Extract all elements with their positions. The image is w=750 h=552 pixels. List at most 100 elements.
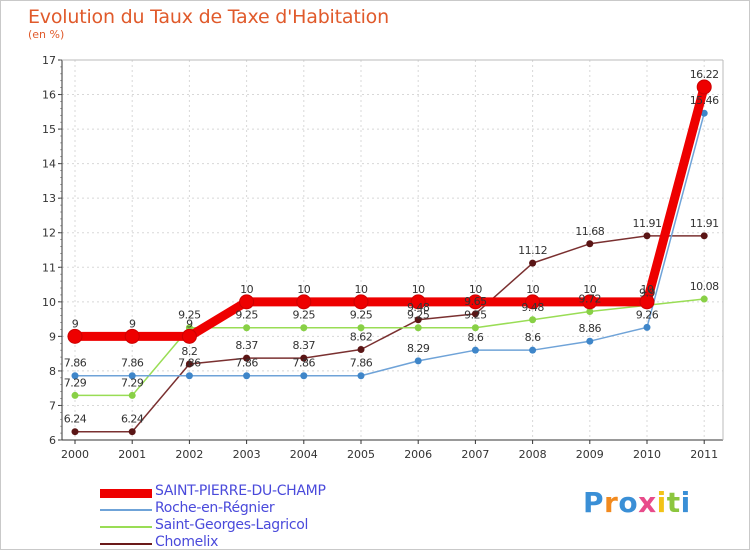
data-point xyxy=(128,391,136,399)
chart-unit: (en %) xyxy=(28,28,65,41)
data-point xyxy=(471,324,479,332)
y-tick-label: 7 xyxy=(49,399,56,412)
data-point xyxy=(124,328,140,344)
y-tick-label: 17 xyxy=(42,54,56,67)
plot-area xyxy=(62,60,723,440)
data-label: 9.72 xyxy=(579,292,602,305)
x-tick-label: 2007 xyxy=(461,448,489,461)
data-point xyxy=(67,328,83,344)
data-point xyxy=(357,324,365,332)
data-label: 9.25 xyxy=(350,309,373,322)
data-label: 11.68 xyxy=(575,225,604,238)
data-label: 11.12 xyxy=(518,244,547,257)
data-point xyxy=(586,240,594,248)
legend-label: Roche-en-Régnier xyxy=(155,500,275,516)
data-point xyxy=(414,357,422,365)
data-label: 6.24 xyxy=(121,413,144,426)
y-tick-label: 9 xyxy=(49,330,56,343)
data-point xyxy=(700,295,708,303)
data-point xyxy=(700,109,708,117)
data-point xyxy=(467,294,483,310)
legend-label: SAINT-PIERRE-DU-CHAMP xyxy=(155,483,326,499)
data-point xyxy=(696,79,712,95)
data-point xyxy=(639,294,655,310)
data-point xyxy=(181,328,197,344)
data-point xyxy=(128,372,136,380)
data-label: 9.25 xyxy=(293,309,316,322)
data-label: 10 xyxy=(641,283,654,296)
data-label: 10 xyxy=(240,283,253,296)
data-label: 9 xyxy=(72,317,79,330)
data-label: 6.24 xyxy=(64,413,87,426)
data-label: 15.46 xyxy=(690,94,719,107)
data-point xyxy=(414,324,422,332)
labels-chomelix: 6.24 6.24 8.2 8.37 8.37 8.62 9.48 9.65 11.12 11.6… xyxy=(64,217,719,426)
y-tick-label: 13 xyxy=(42,192,56,205)
data-label: 9.25 xyxy=(407,309,430,322)
data-label: 11.91 xyxy=(690,217,719,230)
x-tick-label: 2009 xyxy=(576,448,604,461)
x-tick-label: 2010 xyxy=(633,448,661,461)
x-tick-label: 2000 xyxy=(61,448,89,461)
y-tick-label: 14 xyxy=(42,158,56,171)
data-label: 10 xyxy=(526,283,539,296)
data-point xyxy=(128,428,136,436)
data-label: 8.6 xyxy=(525,331,541,344)
data-label: 8.86 xyxy=(579,322,602,335)
chart-title: Evolution du Taux de Taxe d'Habitation xyxy=(28,6,389,28)
data-point xyxy=(71,428,79,436)
legend-label: Chomelix xyxy=(155,534,219,550)
data-label: 7.29 xyxy=(64,376,87,389)
data-label: 9 xyxy=(186,317,193,330)
y-tick-label: 10 xyxy=(42,296,56,309)
data-point xyxy=(243,324,251,332)
data-point xyxy=(296,294,312,310)
data-point xyxy=(414,316,422,324)
logo-letter: x xyxy=(638,486,657,519)
data-point xyxy=(700,232,708,240)
data-label: 8.37 xyxy=(293,339,316,352)
data-label: 8.2 xyxy=(181,345,197,358)
series-roche-en-regnier xyxy=(71,109,708,380)
y-tick-label: 16 xyxy=(42,89,56,102)
y-tick-label: 11 xyxy=(42,261,56,274)
legend-swatch xyxy=(100,525,152,528)
data-point xyxy=(239,294,255,310)
series-line xyxy=(75,85,709,341)
series-saint-pierre-du-champ xyxy=(67,79,712,344)
data-point xyxy=(410,294,426,310)
x-tick-label: 2004 xyxy=(290,448,318,461)
x-tick-label: 2003 xyxy=(233,448,261,461)
data-label: 10 xyxy=(412,283,425,296)
legend-label: Saint-Georges-Lagricol xyxy=(155,517,309,533)
data-label: 9.25 xyxy=(235,309,258,322)
logo-letter: t xyxy=(666,486,681,519)
data-label: 9.25 xyxy=(178,309,201,322)
data-point xyxy=(300,354,308,362)
data-label: 7.86 xyxy=(350,357,373,370)
data-label: 10 xyxy=(583,283,596,296)
data-label: 7.86 xyxy=(235,357,258,370)
logo-letter: i xyxy=(680,486,691,519)
data-label: 11.91 xyxy=(633,217,662,230)
data-point xyxy=(529,346,537,354)
data-point xyxy=(300,324,308,332)
data-point xyxy=(243,354,251,362)
legend-swatch xyxy=(100,508,152,511)
data-point xyxy=(586,307,594,315)
data-label: 9.9 xyxy=(639,286,655,299)
data-label: 7.29 xyxy=(121,376,144,389)
data-label: 9.25 xyxy=(464,309,487,322)
data-point xyxy=(525,294,541,310)
x-tick-label: 2005 xyxy=(347,448,375,461)
data-point xyxy=(243,372,251,380)
data-point xyxy=(300,372,308,380)
x-tick-label: 2001 xyxy=(118,448,146,461)
series-line xyxy=(75,113,705,377)
y-tick-label: 8 xyxy=(49,365,56,378)
data-label: 10 xyxy=(469,283,482,296)
data-label: 10 xyxy=(297,283,310,296)
labels-saint-pierre-du-champ: 9 9 9 10 10 10 10 10 10 10 10 16.22 xyxy=(72,68,719,330)
data-label: 10.08 xyxy=(690,280,719,293)
